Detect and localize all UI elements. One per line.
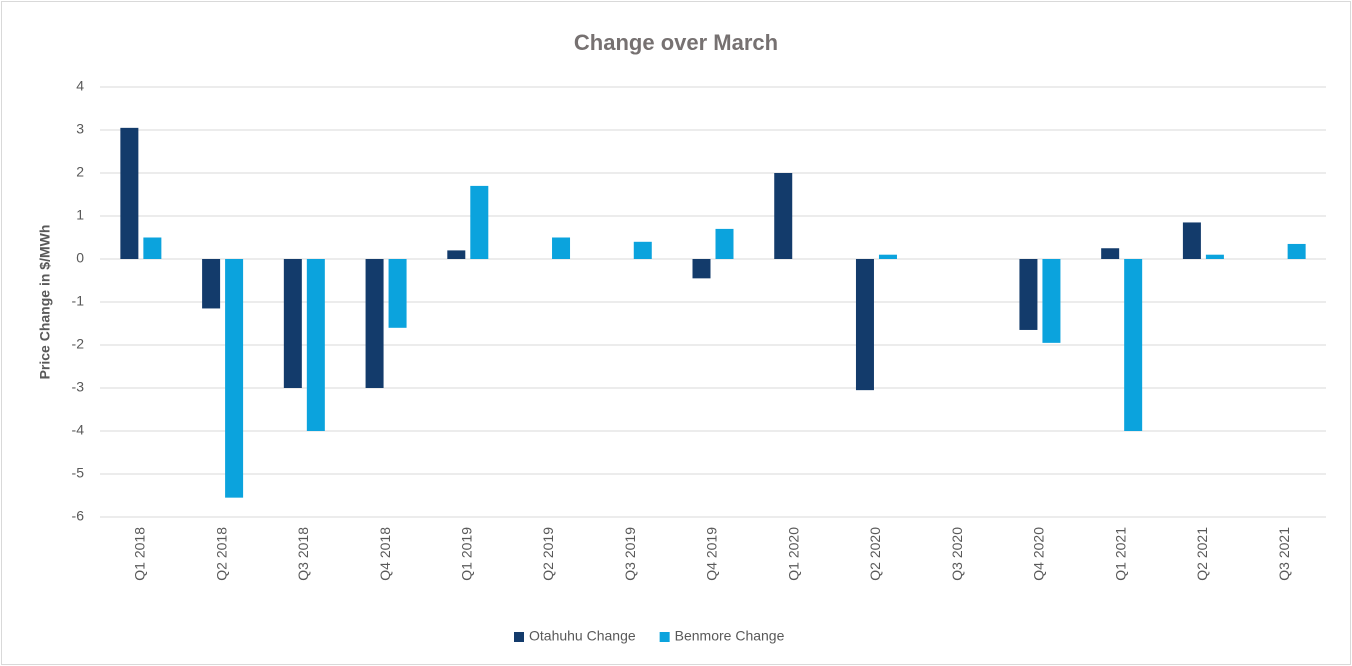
legend-label: Otahuhu Change [529, 628, 636, 644]
y-tick-label: 4 [76, 78, 84, 94]
bar [1205, 254, 1224, 259]
bar [1182, 222, 1201, 259]
bar [774, 173, 793, 259]
x-tick-label: Q2 2020 [867, 527, 883, 581]
y-tick-label: -6 [72, 508, 85, 524]
y-tick-label: -2 [72, 336, 85, 352]
x-tick-label: Q3 2021 [1276, 527, 1292, 581]
y-tick-label: 3 [76, 121, 84, 137]
bar [1101, 248, 1120, 259]
x-tick-label: Q3 2020 [949, 527, 965, 581]
bar [225, 259, 244, 498]
x-tick-label: Q1 2021 [1112, 527, 1128, 581]
chart-title: Change over March [574, 30, 778, 55]
x-tick-label: Q3 2019 [622, 527, 638, 581]
bar [878, 254, 897, 259]
legend-swatch [659, 632, 670, 642]
bar [855, 259, 874, 391]
bar [1042, 259, 1061, 343]
y-axis-title: Price Change in $/MWh [37, 225, 53, 380]
y-tick-label: 1 [76, 207, 84, 223]
x-tick-label: Q2 2019 [540, 527, 556, 581]
bar [1019, 259, 1038, 330]
y-tick-label: -4 [72, 422, 85, 438]
bar [365, 259, 384, 388]
bar [283, 259, 302, 388]
legend-label: Benmore Change [675, 628, 785, 644]
x-tick-label: Q1 2019 [459, 527, 475, 581]
bar [447, 250, 466, 259]
bar [306, 259, 325, 431]
bar [715, 228, 734, 259]
bar [552, 237, 571, 259]
bar [470, 185, 489, 259]
y-tick-label: -3 [72, 379, 85, 395]
bar [388, 259, 407, 328]
x-tick-label: Q2 2018 [213, 527, 229, 581]
bar [1287, 243, 1306, 259]
bar [202, 259, 221, 309]
y-tick-label: 2 [76, 164, 84, 180]
bar [692, 259, 711, 279]
y-tick-label: -1 [72, 293, 85, 309]
x-tick-label: Q4 2019 [704, 527, 720, 581]
legend-swatch [514, 632, 524, 642]
y-tick-label: -5 [72, 465, 85, 481]
y-tick-label: 0 [76, 250, 84, 266]
x-tick-label: Q2 2021 [1194, 527, 1210, 581]
x-tick-label: Q4 2018 [377, 527, 393, 581]
x-tick-label: Q1 2018 [132, 527, 148, 581]
x-tick-label: Q3 2018 [295, 527, 311, 581]
x-tick-label: Q1 2020 [785, 527, 801, 581]
x-tick-label: Q4 2020 [1031, 527, 1047, 581]
bar [633, 241, 652, 259]
bar [120, 127, 139, 259]
bar [143, 237, 162, 259]
bar [1124, 259, 1143, 431]
